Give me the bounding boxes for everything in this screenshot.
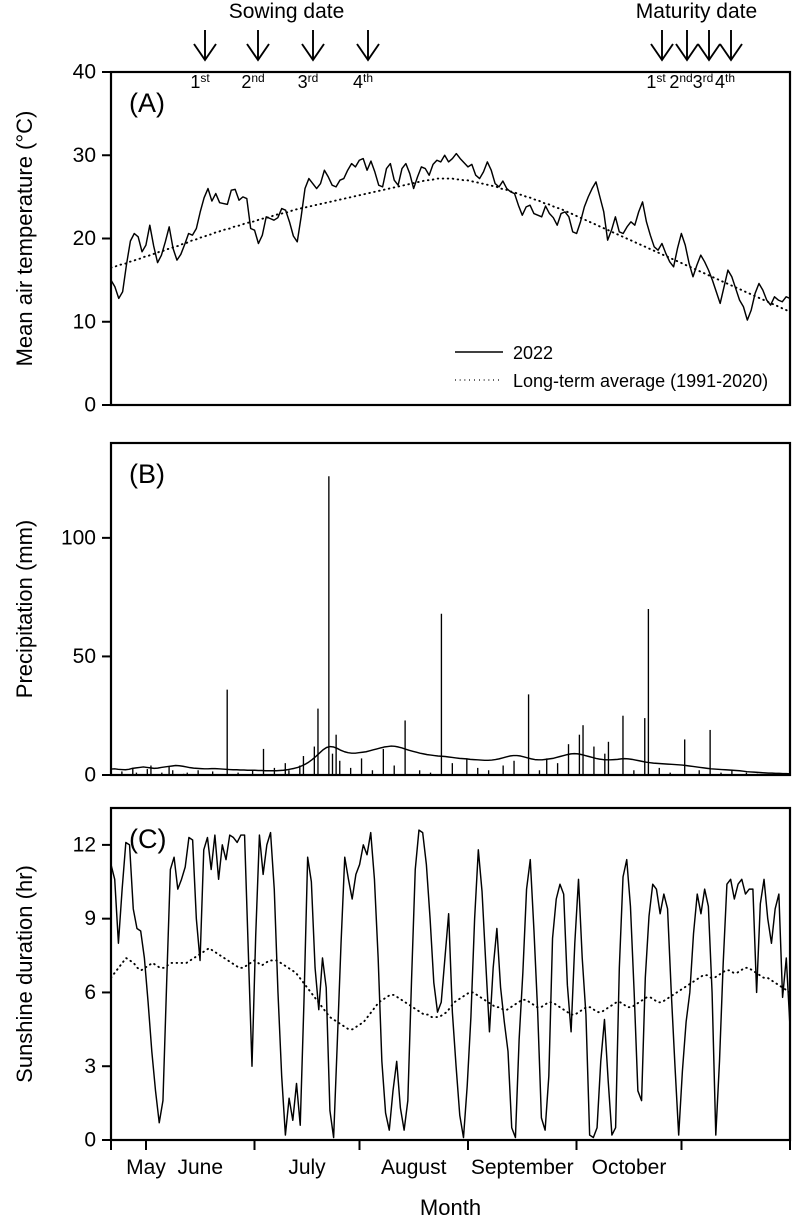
ytick-label-a-0: 0 [84,394,96,417]
xaxis-month-june: June [177,1156,223,1179]
legend-label-2022: 2022 [513,343,553,363]
maturity-date-header: Maturity date [636,0,757,23]
sowing-arrow-1-head [193,43,217,62]
xaxis-month-august: August [381,1156,447,1179]
ytick-label-a-40: 40 [73,61,96,84]
maturity-arrow-3-head [697,43,721,62]
xaxis-month-july: July [288,1156,326,1179]
panel-label-c: (C) [129,824,166,854]
sowing-arrow-3-head [301,43,325,62]
yaxis-title-b: Precipitation (mm) [12,520,37,698]
panel-a-mean-air-temperature: 0 10 20 30 40 Mean air temperature (°C) (A) 202… [12,61,792,417]
series-year-2022-a [110,152,791,321]
yaxis-title-c: Sunshine duration (hr) [12,865,37,1083]
sowing-arrow-4-head [356,43,380,62]
ytick-label-c-12: 12 [73,833,96,856]
ytick-label-b-100: 100 [61,526,96,549]
maturity-arrow-4-head [719,43,743,62]
maturity-ordinal-2: 2nd [669,71,692,92]
xaxis-month-may: May [126,1156,166,1179]
sowing-ordinal-3: 3rd [298,71,319,92]
xaxis-month-october: October [592,1156,667,1179]
series-longterm-average-a [110,177,791,313]
maturity-ordinal-4: 4th [715,71,735,92]
ytick-label-a-20: 20 [73,227,96,250]
xaxis-title: Month [420,1195,481,1217]
legend-label-longterm: Long-term average (1991-2020) [513,371,768,391]
ytick-label-c-6: 6 [84,981,96,1004]
maturity-arrow-1-head [650,43,674,62]
series-longterm-average-c [110,947,791,1031]
xaxis-month-september: September [471,1156,574,1179]
maturity-ordinal-3: 3rd [693,71,714,92]
ytick-label-b-50: 50 [73,645,96,668]
series-year-2022-c [110,829,791,1139]
maturity-ordinal-1: 1st [646,71,666,92]
ytick-label-a-10: 10 [73,310,96,333]
precipitation-baseline-line [110,745,791,775]
month-axis: May June July August September October Month [110,1140,791,1217]
panel-label-a: (A) [129,88,165,118]
sowing-arrow-2-head [246,43,270,62]
ytick-label-c-9: 9 [84,907,96,930]
sowing-ordinal-2: 2nd [241,71,264,92]
plot-frame-a [109,70,792,407]
plot-frame-b [109,441,792,777]
ytick-label-c-0: 0 [84,1129,96,1152]
maturity-arrow-2-head [675,43,699,62]
panel-label-b: (B) [129,459,165,489]
ytick-label-b-0: 0 [84,764,96,787]
panel-c-sunshine-duration: 0 3 6 9 12 Sunshine duration (hr) (C) [12,806,792,1152]
panel-b-precipitation: 0 50 100 Precipitation (mm) (B) [12,441,792,787]
plot-frame-c [109,806,792,1142]
sowing-ordinal-4: 4th [353,71,373,92]
ytick-label-c-3: 3 [84,1055,96,1078]
yaxis-title-a: Mean air temperature (°C) [12,111,37,367]
sowing-date-header: Sowing date [229,0,345,23]
ytick-label-a-30: 30 [73,144,96,167]
sowing-ordinal-1: 1st [190,71,210,92]
